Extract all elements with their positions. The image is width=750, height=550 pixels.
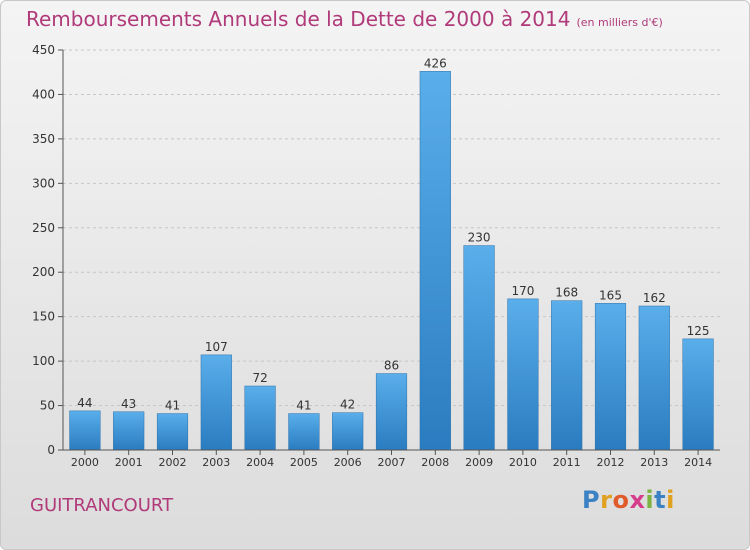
bar: [113, 411, 145, 451]
bar-value-label: 170: [511, 284, 534, 298]
y-tick-label: 450: [32, 43, 55, 57]
logo-letter: r: [600, 486, 613, 514]
x-tick-label: 2000: [71, 456, 99, 469]
bar-value-label: 41: [165, 399, 180, 413]
title-unit: (en milliers d'€): [576, 16, 663, 29]
bar: [156, 413, 189, 451]
x-tick-label: 2012: [597, 456, 625, 469]
y-tick-label: 150: [32, 310, 55, 324]
y-tick-label: 400: [32, 87, 55, 101]
x-tick-label: 2011: [553, 456, 581, 469]
bar-value-label: 230: [468, 231, 491, 245]
x-tick-label: 2008: [421, 456, 449, 469]
bar-value-label: 41: [296, 399, 311, 413]
bar: [638, 305, 670, 451]
logo-letter: x: [629, 486, 646, 514]
x-tick-label: 2002: [159, 456, 187, 469]
bar-value-label: 44: [77, 396, 92, 410]
bar: [463, 245, 495, 451]
bar: [419, 71, 451, 451]
bar: [682, 338, 714, 451]
logo-letter: P: [582, 486, 601, 514]
x-tick-label: 2006: [334, 456, 362, 469]
bar-value-label: 42: [340, 398, 355, 412]
x-tick-label: 2009: [465, 456, 493, 469]
bar-value-label: 72: [252, 371, 267, 385]
bar: [244, 385, 276, 451]
x-tick-label: 2004: [246, 456, 274, 469]
x-tick-label: 2014: [684, 456, 712, 469]
bar-value-label: 43: [121, 397, 136, 411]
bar-value-label: 168: [555, 286, 578, 300]
x-tick-label: 2010: [509, 456, 537, 469]
bar: [200, 354, 232, 451]
bar: [507, 298, 539, 451]
logo-letter: i: [645, 486, 655, 514]
bar: [594, 303, 627, 451]
bar-series: [69, 71, 714, 451]
bar: [551, 300, 583, 451]
y-tick-label: 300: [32, 176, 55, 190]
bar: [375, 373, 408, 451]
title-main: Remboursements Annuels de la Dette de 20…: [26, 7, 571, 31]
bar-value-label: 162: [643, 291, 666, 305]
y-tick-label: 0: [47, 443, 55, 457]
y-tick-label: 200: [32, 265, 55, 279]
bar-value-label: 125: [687, 324, 710, 338]
x-tick-label: 2007: [378, 456, 406, 469]
logo-letter: i: [666, 486, 675, 514]
x-tick-label: 2005: [290, 456, 318, 469]
x-tick-label: 2013: [640, 456, 668, 469]
place-name: GUITRANCOURT: [30, 495, 174, 516]
bar-value-label: 426: [424, 56, 447, 70]
axes: 0 50 100 150 200 250 300 350 400 450 2000 2001 2002 2…: [32, 43, 720, 469]
bar: [288, 413, 320, 451]
bar: [332, 412, 364, 451]
value-labels: 44 43 41 107 72 41 42 86 426 230 170 168 165 162 125: [77, 56, 709, 412]
bar-value-label: 107: [205, 340, 228, 354]
bar-value-label: 165: [599, 288, 622, 302]
bar-value-label: 86: [384, 359, 399, 373]
logo-letter: t: [654, 486, 667, 514]
chart-title: Remboursements Annuels de la Dette de 20…: [26, 7, 663, 31]
y-tick-label: 250: [32, 221, 55, 235]
x-tick-label: 2001: [115, 456, 143, 469]
logo-letter: o: [612, 486, 630, 514]
proxiti-logo: Proxiti: [582, 486, 675, 514]
y-tick-label: 50: [40, 399, 55, 413]
bar: [69, 410, 101, 451]
y-tick-label: 100: [32, 354, 55, 368]
y-tick-label: 350: [32, 132, 55, 146]
x-tick-label: 2003: [202, 456, 230, 469]
